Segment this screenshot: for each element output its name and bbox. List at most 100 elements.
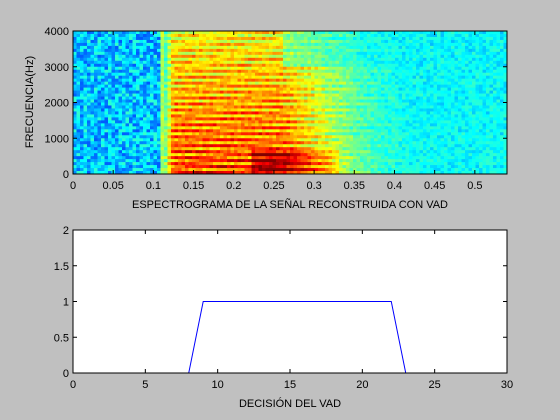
spectrogram-cell: [73, 87, 77, 91]
spectrogram-cell: [213, 45, 217, 50]
spectrogram-cell: [265, 141, 270, 145]
spectrogram-cell: [276, 117, 280, 121]
spectrogram-cell: [122, 36, 126, 41]
spectrogram-cell: [153, 147, 158, 151]
spectrogram-cell: [265, 138, 270, 142]
spectrogram-cell: [363, 31, 368, 35]
spectrogram-cell: [171, 63, 175, 68]
spectrogram-cell: [195, 105, 200, 109]
spectrogram-cell: [181, 54, 186, 59]
spectrogram-cell: [237, 138, 242, 142]
spectrogram-cell: [255, 78, 259, 83]
spectrogram-cell: [381, 114, 385, 118]
spectrogram-cell: [304, 102, 308, 106]
spectrogram-cell: [384, 159, 389, 163]
spectrogram-cell: [174, 129, 179, 133]
spectrogram-cell: [307, 138, 312, 142]
spectrogram-cell: [223, 141, 228, 145]
spectrogram-cell: [76, 105, 81, 109]
spectrogram-cell: [293, 144, 298, 148]
spectrogram-cell: [363, 42, 368, 47]
spectrogram-cell: [388, 48, 392, 53]
spectrogram-cell: [356, 144, 361, 148]
spectrogram-cell: [279, 123, 284, 127]
spectrogram-cell: [171, 129, 175, 133]
spectrogram-cell: [402, 84, 406, 89]
spectrogram-cell: [304, 111, 308, 115]
spectrogram-cell: [160, 102, 165, 106]
spectrogram-cell: [381, 144, 385, 148]
spectrogram-cell: [241, 114, 245, 118]
spectrogram-cell: [374, 54, 378, 59]
spectrogram-cell: [395, 63, 399, 68]
spectrogram-cell: [433, 117, 438, 121]
spectrogram-cell: [332, 108, 336, 112]
spectrogram-cell: [370, 105, 375, 109]
spectrogram-cell: [227, 42, 231, 47]
spectrogram-cell: [94, 48, 98, 53]
spectrogram-cell: [111, 39, 116, 44]
spectrogram-cell: [251, 153, 256, 157]
spectrogram-cell: [325, 72, 329, 77]
spectrogram-cell: [87, 144, 91, 148]
spectrogram-cell: [276, 42, 280, 47]
spectrogram-cell: [237, 141, 242, 145]
spectrogram-cell: [185, 162, 189, 166]
spectrogram-cell: [433, 168, 438, 172]
spectrogram-cell: [213, 66, 217, 71]
spectrogram-cell: [402, 156, 406, 160]
spectrogram-cell: [80, 96, 84, 100]
spectrogram-cell: [423, 75, 427, 80]
spectrogram-cell: [346, 111, 350, 115]
spectrogram-cell: [311, 138, 315, 142]
spectrogram-cell: [153, 63, 158, 68]
spectrogram-cell: [206, 60, 210, 65]
spectrogram-cell: [195, 108, 200, 112]
spectrogram-cell: [398, 33, 403, 38]
spectrogram-cell: [139, 69, 144, 74]
spectrogram-cell: [339, 111, 343, 115]
spectrogram-cell: [381, 72, 385, 77]
spectrogram-cell: [300, 57, 305, 62]
spectrogram-cell: [412, 171, 417, 174]
spectrogram-cell: [132, 120, 137, 124]
spectrogram-cell: [213, 156, 217, 160]
spectrogram-cell: [185, 54, 189, 59]
spectrogram-cell: [346, 99, 350, 103]
spectrogram-cell: [419, 171, 424, 174]
spectrogram-cell: [311, 72, 315, 77]
spectrogram-cell: [209, 99, 214, 103]
spectrogram-cell: [269, 114, 273, 118]
spectrogram-cell: [87, 78, 91, 83]
spectrogram-cell: [157, 36, 161, 41]
spectrogram-cell: [426, 123, 431, 127]
spectrogram-cell: [276, 150, 280, 154]
spectrogram-cell: [318, 42, 322, 47]
spectrogram-cell: [437, 33, 441, 38]
spectrogram-cell: [111, 36, 116, 41]
spectrogram-cell: [160, 108, 165, 112]
spectrogram-cell: [83, 171, 88, 174]
spectrogram-cell: [188, 162, 193, 166]
spectrogram-cell: [122, 132, 126, 136]
spectrogram-cell: [216, 159, 221, 163]
spectrogram-cell: [304, 84, 308, 89]
spectrogram-cell: [416, 144, 420, 148]
spectrogram-cell: [241, 123, 245, 127]
spectrogram-cell: [290, 120, 294, 124]
spectrogram-cell: [122, 54, 126, 59]
spectrogram-cell: [276, 144, 280, 148]
spectrogram-cell: [279, 126, 284, 130]
spectrogram-cell: [272, 138, 277, 142]
spectrogram-cell: [80, 105, 84, 109]
spectrogram-cell: [332, 36, 336, 41]
spectrogram-cell: [83, 45, 88, 50]
spectrogram-cell: [363, 60, 368, 65]
spectrogram-cell: [328, 114, 333, 118]
spectrogram-cell: [90, 123, 95, 127]
spectrogram-cell: [381, 117, 385, 121]
spectrogram-cell: [276, 69, 280, 74]
spectrogram-cell: [87, 84, 91, 89]
spectrogram-cell: [395, 123, 399, 127]
spectrogram-cell: [220, 93, 224, 97]
